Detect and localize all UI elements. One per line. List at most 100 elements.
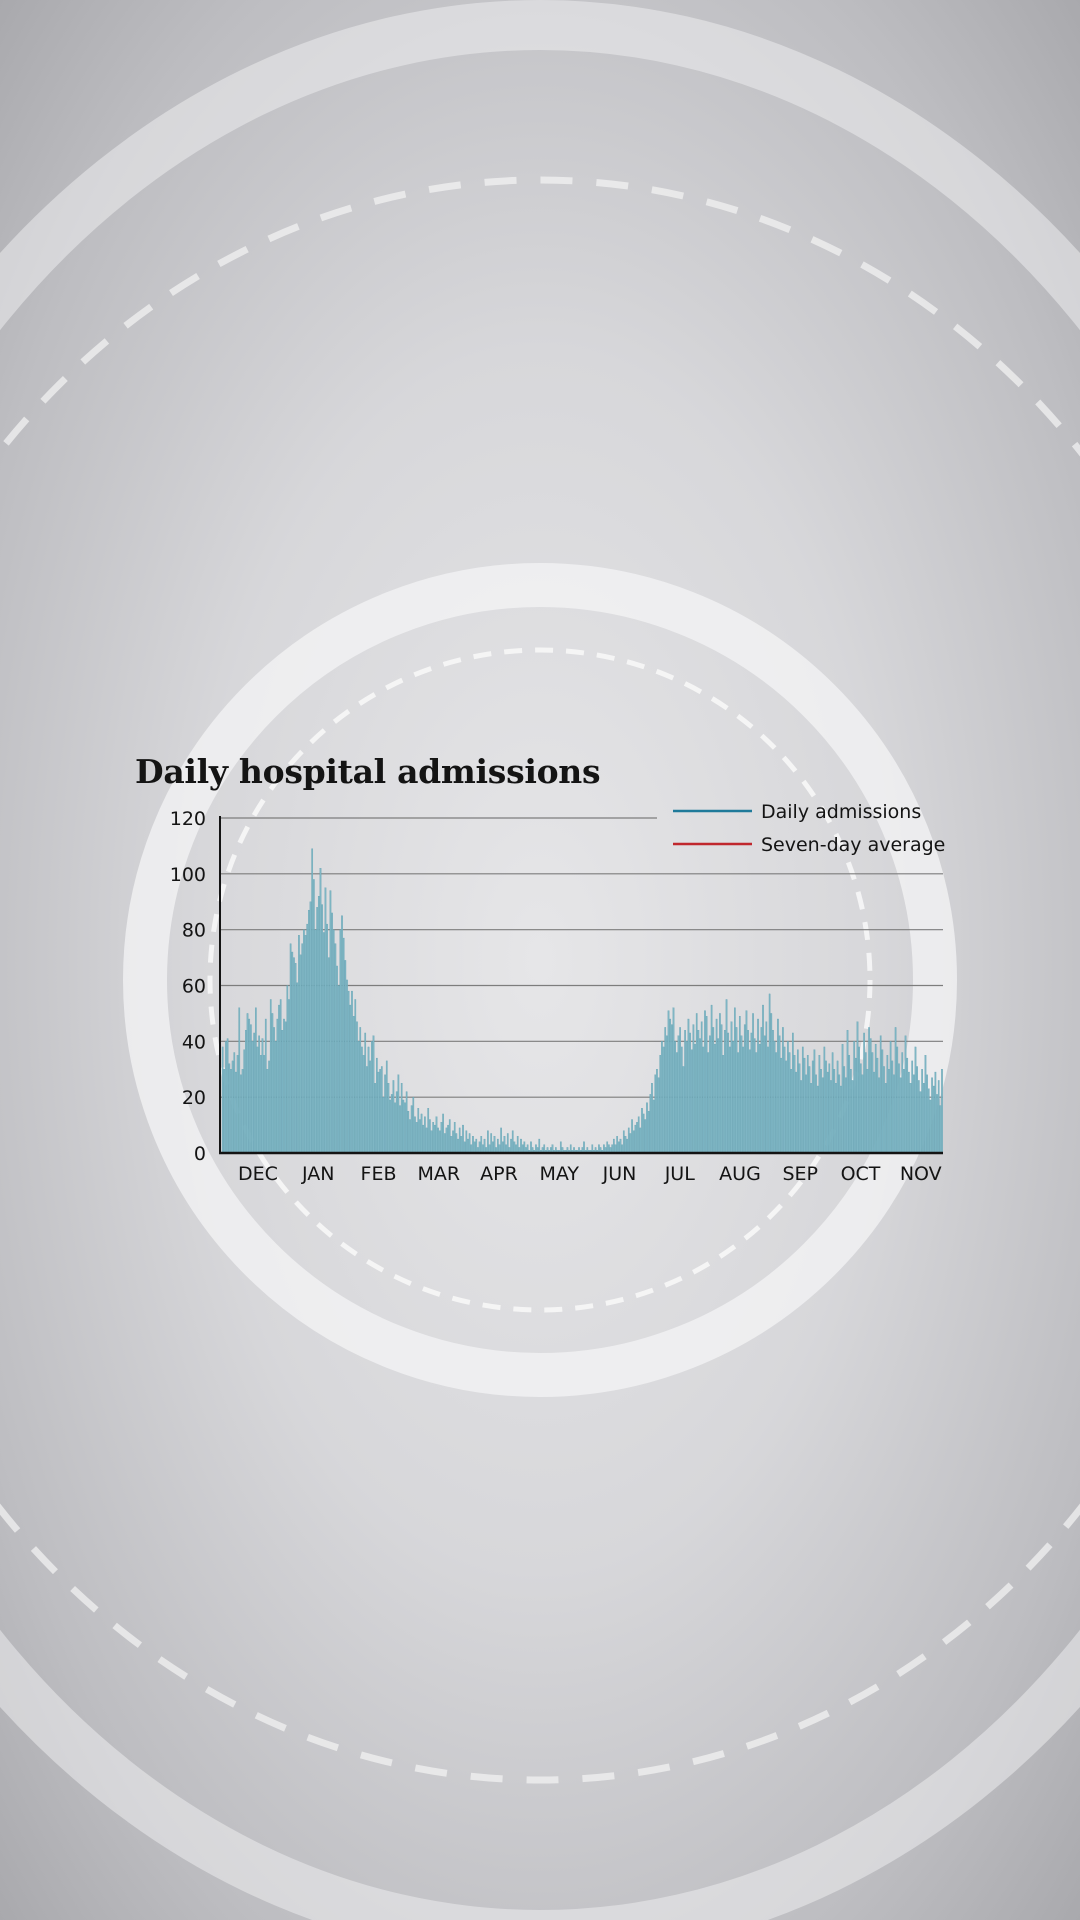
bar [443, 1133, 446, 1154]
bar [679, 1027, 681, 1154]
bar [231, 1060, 234, 1154]
bar [470, 1144, 473, 1154]
bar [314, 929, 317, 1154]
bar [475, 1138, 478, 1154]
bar [659, 1055, 662, 1154]
bar [871, 1052, 874, 1154]
bar [627, 1127, 630, 1154]
bar [473, 1141, 476, 1154]
bar [758, 1043, 761, 1154]
bar [284, 1021, 287, 1154]
bar [412, 1097, 415, 1154]
bar [488, 1144, 491, 1154]
bar [377, 1071, 380, 1154]
bar [671, 1024, 673, 1154]
bar [626, 1138, 628, 1154]
chart-title: Daily hospital admissions [135, 752, 601, 791]
bar [913, 1074, 915, 1154]
bar [941, 1069, 943, 1154]
bar [526, 1144, 529, 1154]
bar [622, 1130, 625, 1154]
bar [276, 1018, 279, 1154]
bar [816, 1085, 819, 1154]
bar [420, 1113, 423, 1154]
bar [828, 1063, 831, 1154]
bar [324, 887, 327, 1154]
bar [680, 1046, 683, 1154]
bar [720, 1024, 723, 1154]
bar [493, 1136, 496, 1154]
bar [831, 1052, 834, 1154]
bar [710, 1004, 713, 1154]
bar [405, 1091, 408, 1154]
bar [876, 1057, 879, 1154]
bar [278, 1004, 280, 1154]
x-tick-labels: DEC JAN FEB MAR APR MAY JUN JUL AUG SEP OCT NOV [238, 1163, 942, 1185]
bar [634, 1124, 637, 1154]
x-tick-label: APR [480, 1163, 518, 1185]
bar [692, 1024, 695, 1154]
bar [467, 1138, 469, 1154]
bar [521, 1144, 524, 1154]
bar [700, 1021, 703, 1154]
bar [316, 907, 318, 1154]
bar [523, 1141, 526, 1154]
bar [404, 1102, 406, 1154]
bar [440, 1122, 443, 1154]
bar [281, 1030, 284, 1154]
bar [820, 1069, 822, 1154]
bar [898, 1063, 900, 1154]
bar [770, 1013, 773, 1154]
bar [336, 965, 338, 1154]
legend-label: Daily admissions [761, 801, 921, 823]
bar [462, 1124, 464, 1154]
bar [864, 1052, 867, 1154]
bar [813, 1049, 816, 1154]
bar [825, 1060, 827, 1154]
bar [926, 1074, 928, 1154]
bar [682, 1066, 685, 1154]
bar [424, 1116, 426, 1154]
bar [846, 1030, 849, 1154]
bar [740, 1035, 743, 1154]
bar [859, 1063, 862, 1154]
bar [632, 1130, 635, 1154]
bar [400, 1083, 403, 1154]
bar [937, 1080, 940, 1154]
bar [821, 1077, 824, 1154]
bar [419, 1119, 421, 1154]
bar [465, 1130, 468, 1154]
bar [308, 909, 310, 1154]
bar [478, 1141, 481, 1154]
axes [219, 816, 943, 1155]
bar [646, 1102, 648, 1154]
bar [364, 1032, 367, 1154]
bar [810, 1083, 812, 1154]
bar [924, 1055, 927, 1154]
bar [322, 932, 325, 1154]
bar [823, 1046, 826, 1154]
bar [457, 1138, 459, 1154]
bar [341, 915, 343, 1154]
bar [725, 999, 728, 1154]
bar [238, 1007, 241, 1154]
bar [415, 1122, 418, 1154]
bar [367, 1046, 370, 1154]
bar [374, 1083, 376, 1154]
bar [702, 1046, 705, 1154]
bar [863, 1032, 865, 1154]
bar [369, 1060, 372, 1154]
bar [468, 1133, 471, 1154]
bar [268, 1060, 270, 1154]
bar [372, 1035, 375, 1154]
bar [274, 1041, 277, 1154]
bar [704, 1010, 706, 1154]
bar [798, 1063, 801, 1154]
bar [735, 1027, 738, 1154]
bar [329, 890, 332, 1154]
bar [795, 1071, 797, 1154]
bar [463, 1141, 466, 1154]
bar [729, 1046, 731, 1154]
bar [311, 848, 314, 1154]
x-tick-label: SEP [782, 1163, 818, 1185]
